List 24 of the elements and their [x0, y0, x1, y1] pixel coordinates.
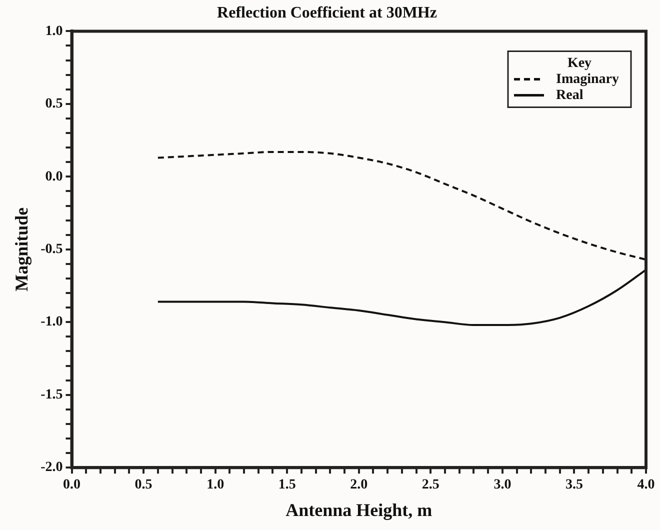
line-series [156, 268, 646, 326]
line-series [156, 150, 646, 261]
x-tick-label: 3.5 [565, 478, 583, 493]
y-tick-label: 0.0 [45, 169, 63, 184]
y-tick-label: 1.0 [45, 24, 63, 39]
y-tick-label: -1.5 [40, 387, 63, 402]
y-tick-label: -2.0 [40, 460, 63, 476]
legend-label: Imaginary [556, 72, 619, 87]
y-tick-label: 0.5 [45, 96, 63, 112]
legend-label: Real [556, 88, 584, 103]
legend-title: Key [567, 56, 592, 71]
x-tick-label: 2.5 [422, 478, 440, 493]
x-tick-label: 4.0 [637, 478, 655, 493]
x-axis-title: Antenna Height, m [286, 500, 432, 520]
y-tick-label: -1.0 [40, 314, 63, 330]
x-tick-label: 3.0 [494, 478, 512, 493]
x-tick-label: 0.0 [63, 478, 81, 493]
x-tick-label: 0.5 [134, 478, 152, 493]
x-tick-label: 2.0 [350, 478, 368, 493]
x-tick-label: 1.5 [278, 478, 296, 493]
chart-title: Reflection Coefficient at 30MHz [217, 4, 437, 22]
y-axis-title: Magnitude [11, 207, 32, 292]
y-tick-label: -0.5 [40, 242, 63, 258]
x-tick-label: 1.0 [206, 478, 224, 493]
